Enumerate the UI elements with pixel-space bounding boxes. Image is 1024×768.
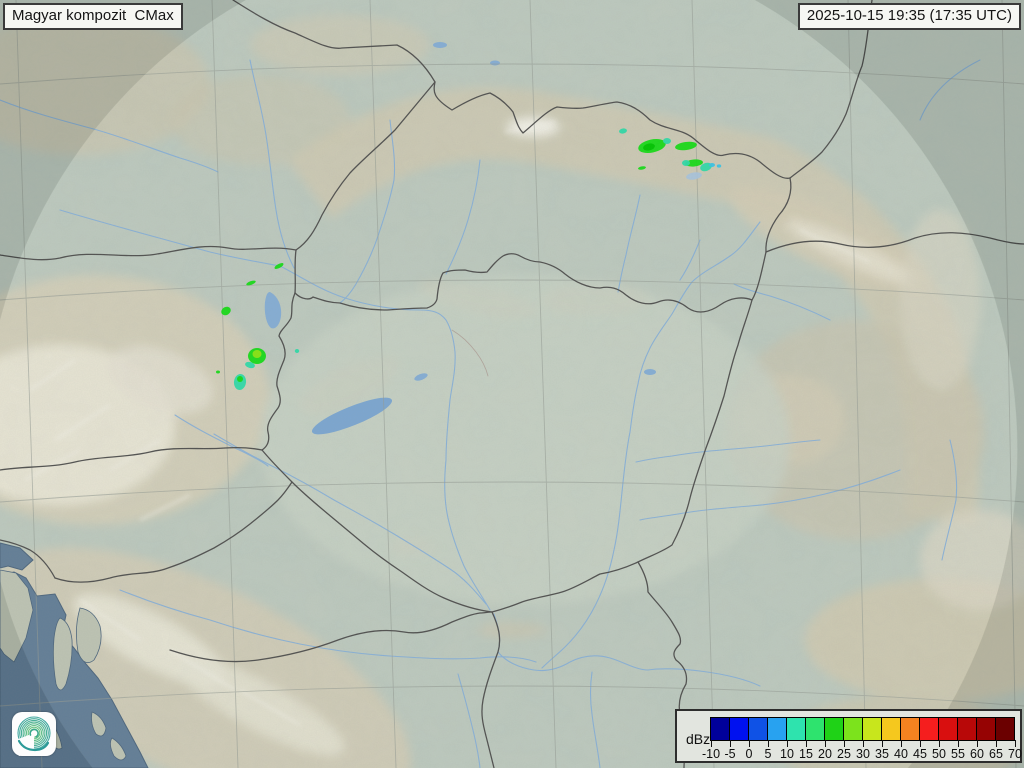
tick-label: 60 bbox=[970, 747, 984, 761]
tick-label: 15 bbox=[799, 747, 813, 761]
colorbar-cell bbox=[977, 718, 995, 740]
tick-mark bbox=[863, 740, 864, 747]
tick-label: 45 bbox=[913, 747, 927, 761]
tick-label: -10 bbox=[701, 747, 721, 761]
tick-mark bbox=[730, 740, 731, 747]
colorbar-cell bbox=[806, 718, 824, 740]
colorbar-cell bbox=[958, 718, 976, 740]
colorbar-cell bbox=[863, 718, 881, 740]
legend-unit-label: dBz bbox=[686, 731, 711, 747]
colorbar-cell bbox=[996, 718, 1014, 740]
tick-label: 35 bbox=[875, 747, 889, 761]
timestamp: 2025-10-15 19:35 (17:35 UTC) bbox=[797, 3, 1021, 30]
colorbar-cell bbox=[749, 718, 767, 740]
tick-mark bbox=[977, 740, 978, 747]
tick-label: 5 bbox=[764, 747, 772, 761]
tick-label: 70 bbox=[1008, 747, 1022, 761]
tick-mark bbox=[787, 740, 788, 747]
tick-label: 40 bbox=[894, 747, 908, 761]
tick-mark bbox=[749, 740, 750, 747]
tick-mark bbox=[806, 740, 807, 747]
tick-mark bbox=[920, 740, 921, 747]
tick-label: 0 bbox=[745, 747, 753, 761]
tick-label: -5 bbox=[724, 747, 736, 761]
tick-mark bbox=[882, 740, 883, 747]
legend: dBz -10 -5 0 5 10 15 20 25 30 35 40 45 50 55 60 65 70 bbox=[675, 709, 1022, 763]
tick-mark bbox=[939, 740, 940, 747]
colorbar-cell bbox=[730, 718, 748, 740]
tick-label: 65 bbox=[989, 747, 1003, 761]
tick-label: 25 bbox=[837, 747, 851, 761]
tick-label: 10 bbox=[780, 747, 794, 761]
colorbar-cell bbox=[768, 718, 786, 740]
tick-mark bbox=[996, 740, 997, 747]
colorbar-cell bbox=[939, 718, 957, 740]
colorbar bbox=[710, 717, 1015, 741]
colorbar-cell bbox=[787, 718, 805, 740]
colorbar-cell bbox=[844, 718, 862, 740]
tick-mark bbox=[958, 740, 959, 747]
tick-mark bbox=[768, 740, 769, 747]
tick-label: 30 bbox=[856, 747, 870, 761]
product-label: Magyar kompozit CMax bbox=[3, 3, 183, 30]
spiral-icon bbox=[13, 716, 51, 756]
colorbar-cell bbox=[711, 718, 729, 740]
colorbar-cell bbox=[825, 718, 843, 740]
tick-label: 20 bbox=[818, 747, 832, 761]
colorbar-cell bbox=[920, 718, 938, 740]
tick-label: 55 bbox=[951, 747, 965, 761]
tick-label: 50 bbox=[932, 747, 946, 761]
tick-mark bbox=[844, 740, 845, 747]
colorbar-cell bbox=[882, 718, 900, 740]
tick-mark bbox=[901, 740, 902, 747]
hungaromet-logo bbox=[12, 712, 56, 756]
tick-mark bbox=[825, 740, 826, 747]
colorbar-cell bbox=[901, 718, 919, 740]
tick-mark bbox=[711, 740, 712, 747]
tick-mark bbox=[1015, 740, 1016, 747]
